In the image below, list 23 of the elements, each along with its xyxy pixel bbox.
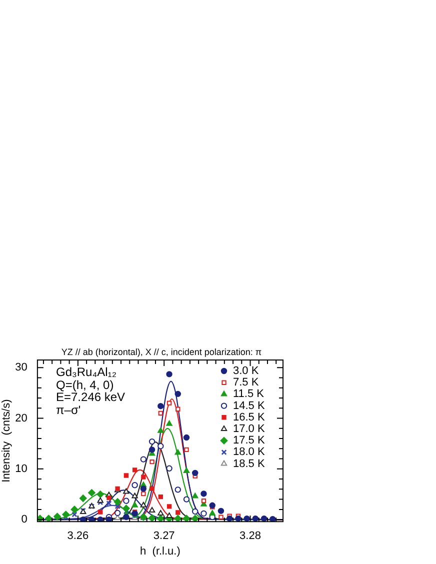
x-tick-label: 3.26 — [67, 530, 89, 542]
annotation: Gd₃Ru₄Al₁₂ — [56, 365, 118, 379]
legend-label: 18.0 K — [233, 446, 266, 458]
legend-label: 11.5 K — [233, 388, 265, 400]
y-tick-label: 10 — [15, 462, 28, 475]
legend-label: 18.5 K — [233, 458, 266, 470]
y-tick-label: 30 — [15, 362, 28, 374]
legend-label: 17.5 K — [233, 434, 266, 447]
legend-label: 7.5 K — [233, 376, 260, 389]
annotation: E=7.246 keV — [56, 390, 126, 404]
annotation: π–σ' — [56, 402, 82, 416]
y-axis-title: Intensity (cnts/s) — [0, 399, 13, 482]
x-tick-label: 3.27 — [153, 530, 175, 542]
legend-label: 16.5 K — [233, 411, 266, 424]
x-axis-title: h (r.l.u.) — [140, 545, 180, 558]
legend-label: 14.5 K — [233, 400, 266, 412]
x-tick-label: 3.28 — [240, 530, 261, 542]
legend-label: 17.0 K — [233, 423, 266, 436]
legend-label: 3.0 K — [233, 365, 260, 378]
y-tick-label: 20 — [15, 412, 28, 424]
chart-title: YZ // ab (horizontal), X // c, incident polarization: π — [60, 347, 263, 357]
y-tick-label: 0 — [21, 514, 28, 526]
annotation: Q=(h, 4, 0) — [56, 378, 114, 392]
